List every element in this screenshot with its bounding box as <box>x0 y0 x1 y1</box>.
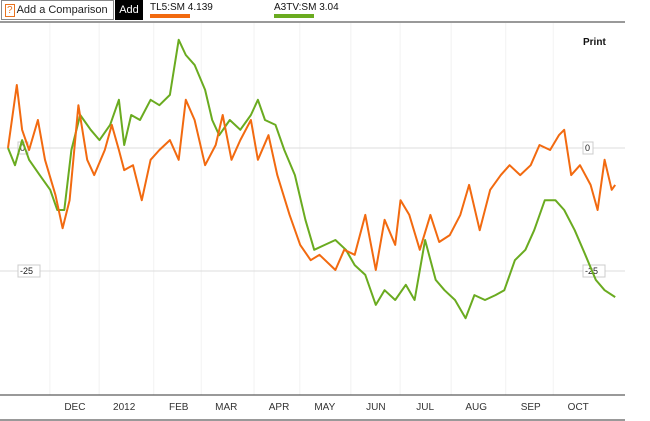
x-tick-label: APR <box>269 402 290 413</box>
legend-swatch <box>150 14 190 18</box>
print-button[interactable]: Print <box>583 37 606 48</box>
y-tick-box <box>17 264 41 278</box>
x-tick-label: JUN <box>366 402 385 413</box>
series-line-tl5sm <box>7 84 617 271</box>
x-tick-label: MAR <box>215 402 237 413</box>
legend-label: A3TV:SM 3.04 <box>274 2 339 13</box>
x-tick-label: SEP <box>521 402 541 413</box>
help-icon[interactable]: ? <box>5 4 15 17</box>
x-tick-label: JUL <box>416 402 434 413</box>
add-comparison-input[interactable]: ? Add a Comparison <box>1 0 114 20</box>
legend-item-tl5[interactable]: TL5:SM 4.139 <box>150 2 213 18</box>
x-tick-label: FEB <box>169 402 189 413</box>
add-button[interactable]: Add <box>115 0 143 20</box>
series-line-a3tvsm <box>7 38 616 320</box>
y-tick-box <box>582 141 594 155</box>
x-tick-label: AUG <box>465 402 487 413</box>
y-tick-label: -25 <box>20 266 33 276</box>
legend-swatch <box>274 14 314 18</box>
x-tick-label: 2012 <box>113 402 136 413</box>
legend-label: TL5:SM 4.139 <box>150 2 213 13</box>
x-tick-label: MAY <box>314 402 335 413</box>
y-tick-label: 0 <box>585 143 590 153</box>
add-comparison-label: Add a Comparison <box>16 4 108 16</box>
x-tick-label: OCT <box>568 402 589 413</box>
y-tick-label: 0 <box>20 143 25 153</box>
x-tick-label: DEC <box>64 402 85 413</box>
legend-item-a3tv[interactable]: A3TV:SM 3.04 <box>274 2 339 18</box>
